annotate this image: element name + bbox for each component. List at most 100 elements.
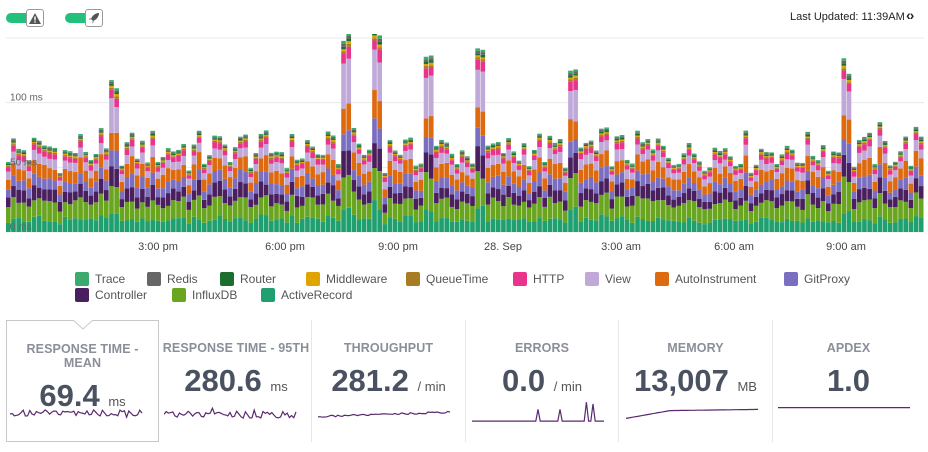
bar-segment-http <box>593 156 599 161</box>
bar-segment-queuetime <box>330 141 336 144</box>
bar-segment-queuetime <box>650 154 656 156</box>
bar-segment-influxdb <box>552 202 558 219</box>
metric-card-response-95th[interactable]: RESPONSE TIME - 95TH 280.6 ms <box>161 320 311 442</box>
bar-segment-activerecord <box>898 218 903 232</box>
bar-segment-queuetime <box>109 87 114 90</box>
bar-segment-autoinstrument <box>599 154 604 168</box>
bar-segment-redis <box>222 145 228 147</box>
bar-segment-influxdb <box>397 203 403 222</box>
bar-segment-queuetime <box>635 137 640 139</box>
bar-segment-controller <box>176 191 181 202</box>
bar-segment-trace <box>93 153 99 156</box>
bar-segment-gitproxy <box>253 182 259 194</box>
bar-segment-activerecord <box>918 217 924 232</box>
bar-segment-gitproxy <box>707 193 713 202</box>
legend-item-router[interactable]: Router <box>220 272 276 286</box>
bar-segment-redis <box>341 44 346 47</box>
bar-segment-controller <box>686 188 692 201</box>
bar-segment-view <box>212 148 217 158</box>
bar-segment-queuetime <box>784 151 790 153</box>
bar-segment-autoinstrument <box>165 168 171 182</box>
bar-segment-controller <box>134 197 140 209</box>
bar-segment-http <box>645 145 651 150</box>
legend-item-trace[interactable]: Trace <box>75 272 125 286</box>
legend-item-influxdb[interactable]: InfluxDB <box>172 288 237 302</box>
legend-item-middleware[interactable]: Middleware <box>306 272 387 286</box>
bar-segment-redis <box>459 151 465 154</box>
bar-segment-redis <box>578 148 584 151</box>
metric-card-errors[interactable]: ERRORS 0.0 / min <box>466 320 618 442</box>
legend-item-queuetime[interactable]: QueueTime <box>406 272 488 286</box>
legend-item-activerecord[interactable]: ActiveRecord <box>261 288 352 302</box>
metric-card-apdex[interactable]: APDEX 1.0 <box>773 320 924 442</box>
bar-segment-influxdb <box>423 172 429 210</box>
bar-segment-influxdb <box>289 194 295 217</box>
bar-segment-redis <box>114 90 119 93</box>
bar-segment-controller <box>299 196 305 206</box>
bar-segment-view <box>676 172 682 180</box>
bar-segment-autoinstrument <box>16 169 21 181</box>
bar-segment-controller <box>253 193 259 205</box>
bar-segment-activerecord <box>645 220 651 232</box>
bar-segment-gitproxy <box>650 181 656 191</box>
bar-segment-influxdb <box>475 171 480 209</box>
metric-value: 0.0 / min <box>502 363 582 398</box>
legend-item-view[interactable]: View <box>585 272 631 286</box>
bar-segment-view <box>862 150 867 160</box>
bar-segment-trace <box>619 134 625 137</box>
bar-segment-activerecord <box>367 218 372 232</box>
bar-segment-middleware <box>903 140 909 142</box>
bar-segment-http <box>186 175 192 179</box>
bar-segment-activerecord <box>346 207 352 232</box>
bar-segment-queuetime <box>490 148 496 150</box>
alerts-toggle[interactable] <box>6 9 44 27</box>
bar-segment-trace <box>418 163 424 165</box>
bar-segment-activerecord <box>52 221 58 232</box>
bar-segment-trace <box>315 154 321 156</box>
bar-segment-http <box>578 154 584 160</box>
bar-segment-controller <box>532 191 537 204</box>
bar-segment-middleware <box>660 149 666 151</box>
bar-segment-queuetime <box>568 79 573 82</box>
bar-segment-autoinstrument <box>712 167 718 182</box>
bar-segment-controller <box>73 191 78 201</box>
bar-segment-view <box>315 164 321 175</box>
bar-segment-influxdb <box>465 203 470 221</box>
deploys-toggle[interactable] <box>65 9 103 27</box>
bar-segment-middleware <box>666 161 671 163</box>
bar-segment-redis <box>201 164 207 167</box>
bar-segment-autoinstrument <box>145 177 150 188</box>
bar-segment-redis <box>691 154 697 157</box>
metric-card-response-mean[interactable]: RESPONSE TIME - MEAN 69.4 ms <box>6 320 159 442</box>
time-nav-arrows[interactable]: ‹› <box>906 7 914 23</box>
legend-item-gitproxy[interactable]: GitProxy <box>784 272 850 286</box>
bar-segment-middleware <box>320 157 326 159</box>
bar-segment-controller <box>511 192 517 205</box>
bar-segment-controller <box>444 188 450 198</box>
bar-segment-controller <box>217 180 223 197</box>
bar-segment-autoinstrument <box>537 157 542 173</box>
bar-segment-router <box>908 168 914 170</box>
legend-item-http[interactable]: HTTP <box>513 272 564 286</box>
bar-segment-autoinstrument <box>671 179 676 191</box>
bar-segment-gitproxy <box>506 176 511 186</box>
bar-segment-middleware <box>294 163 300 165</box>
legend-item-redis[interactable]: Redis <box>147 272 198 286</box>
bar-segment-redis <box>630 164 635 166</box>
bar-segment-router <box>346 38 352 42</box>
bar-segment-http <box>191 151 197 156</box>
legend-item-controller[interactable]: Controller <box>75 288 147 302</box>
legend-item-autoinstrument[interactable]: AutoInstrument <box>655 272 756 286</box>
bar-segment-trace <box>78 134 83 136</box>
bar-segment-activerecord <box>83 219 89 232</box>
metric-card-memory[interactable]: MEMORY 13,007 MB <box>619 320 772 442</box>
bar-segment-redis <box>547 137 553 139</box>
bar-segment-activerecord <box>155 220 161 232</box>
bar-segment-activerecord <box>795 220 800 232</box>
bar-segment-middleware <box>145 165 150 167</box>
bar-segment-autoinstrument <box>418 179 424 191</box>
bar-segment-autoinstrument <box>356 162 362 176</box>
bar-segment-influxdb <box>753 205 759 222</box>
metric-card-throughput[interactable]: THROUGHPUT 281.2 / min <box>312 320 465 442</box>
